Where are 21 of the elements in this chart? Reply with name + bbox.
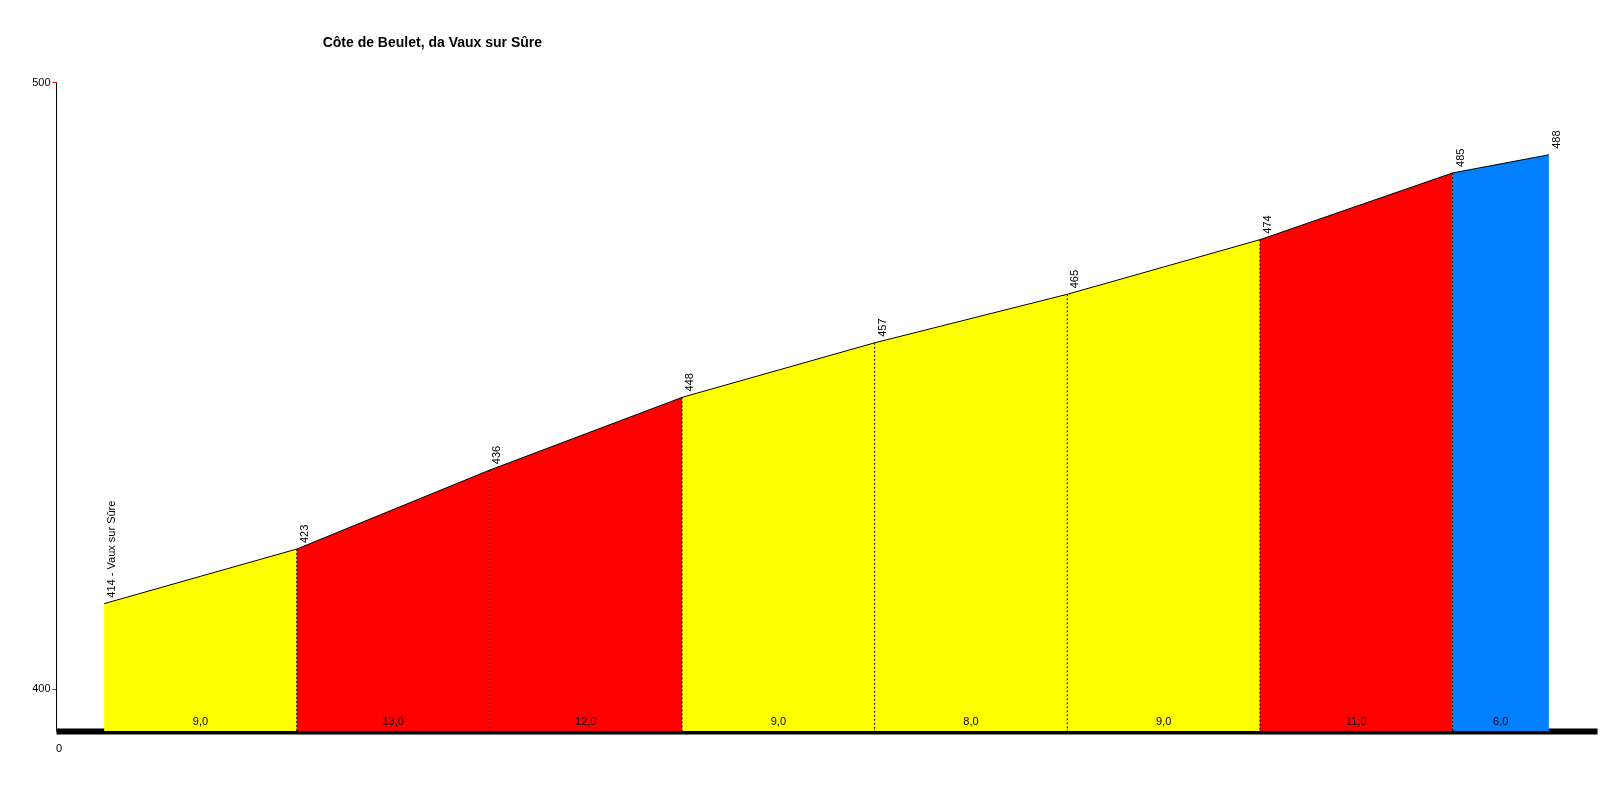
annotation: 11,0 [1345,715,1367,727]
data-label: 436 [490,445,503,465]
data-label: 423 [297,524,310,544]
data-label: 448 [683,373,696,392]
annotation: 9,0 [192,715,209,727]
data-label: 414 - Vaux sur Sûre [105,500,118,598]
y-tick-label: 400 [32,682,51,695]
y-tick-label: 500 [32,75,51,88]
annotation: 9,0 [770,715,786,727]
data-label: 465 [1068,269,1081,289]
data-label: 488 [1549,130,1562,149]
chart-title: Côte de Beulet, da Vaux sur Sûre [322,34,543,50]
data-label: 485 [1453,148,1466,167]
data-label: 457 [875,318,888,337]
annotation: 13,0 [382,715,404,727]
text: 0 [56,742,63,754]
data-label: 474 [1260,215,1273,234]
annotation: 8,0 [963,715,979,727]
annotation: 6,0 [1493,715,1509,727]
annotation: 9,0 [1155,715,1172,727]
annotation: 12,0 [575,715,597,727]
